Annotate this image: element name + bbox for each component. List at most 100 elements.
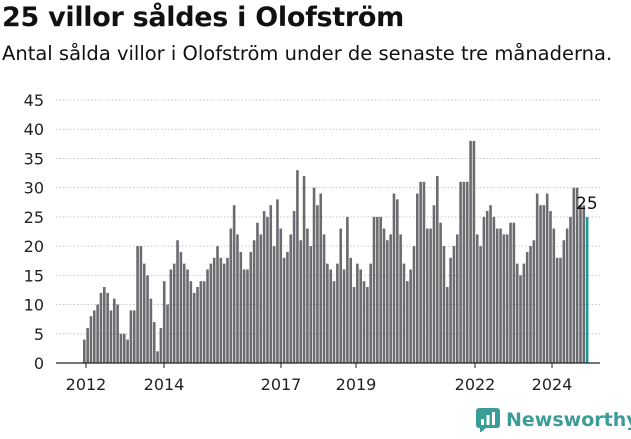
bar (216, 246, 219, 363)
bar (272, 246, 276, 363)
y-tick-label: 15 (24, 266, 44, 285)
bar (435, 175, 439, 363)
bar (399, 234, 402, 363)
bar (219, 257, 223, 363)
axes: 0 5 10 15 20 25 30 35 40 45 2012 2014 2017 2019 2022 20… (24, 91, 600, 394)
bar (449, 257, 452, 363)
bar (499, 228, 502, 363)
bar (232, 205, 236, 363)
bar (299, 240, 303, 363)
bar (569, 216, 572, 363)
bar (202, 281, 206, 363)
bar (346, 216, 349, 363)
bar (532, 240, 536, 363)
bar (116, 304, 119, 363)
y-tick-label: 20 (24, 237, 44, 256)
bar (565, 228, 569, 363)
bar (152, 322, 156, 363)
bar (396, 199, 399, 363)
bar (332, 281, 336, 363)
bar (552, 228, 556, 363)
y-tick-label: 25 (24, 208, 44, 227)
bar (455, 234, 459, 363)
bar (252, 240, 256, 363)
bar (296, 170, 299, 363)
y-tick-label: 10 (24, 296, 44, 315)
bar (359, 269, 362, 363)
bar (142, 263, 146, 363)
bar (559, 257, 562, 363)
bar (485, 211, 489, 363)
bar (206, 269, 209, 363)
bar (489, 205, 492, 363)
bar (376, 216, 379, 363)
bar (109, 310, 113, 363)
bar (492, 216, 496, 363)
bar (212, 257, 216, 363)
bar (535, 193, 539, 363)
bar (475, 234, 479, 363)
bar (482, 216, 486, 363)
bar (186, 269, 189, 363)
bar (129, 310, 133, 363)
bar (425, 228, 429, 363)
bar (279, 228, 283, 363)
bar (189, 281, 193, 363)
bar (89, 316, 93, 363)
bar (246, 269, 249, 363)
y-tick-label: 30 (24, 179, 44, 198)
bar (86, 327, 89, 363)
bar (192, 292, 196, 363)
newsworthy-logo-icon (476, 408, 500, 432)
y-tick-label: 0 (34, 354, 44, 373)
bar (545, 193, 549, 363)
bar (289, 234, 293, 363)
bar (266, 216, 269, 363)
bar (249, 251, 253, 363)
bar (282, 257, 286, 363)
bar (509, 222, 512, 363)
bar (312, 187, 316, 363)
bar (119, 333, 123, 363)
bar (369, 263, 372, 363)
bar (166, 304, 169, 363)
bar (306, 228, 309, 363)
bar (106, 292, 109, 363)
bar (226, 257, 229, 363)
bar (156, 351, 159, 363)
bar (389, 234, 392, 363)
x-tick-label: 2022 (455, 375, 496, 394)
bar (316, 205, 319, 363)
bar (452, 246, 456, 363)
bar (269, 205, 273, 363)
bar (83, 339, 86, 363)
brand-name: Newsworthy (506, 409, 631, 431)
bar (542, 205, 546, 363)
bar (469, 140, 472, 363)
y-tick-label: 5 (34, 325, 44, 344)
bar (302, 175, 306, 363)
bar (122, 333, 126, 363)
bar (406, 281, 409, 363)
newsworthy-logo[interactable]: Newsworthy (476, 408, 631, 432)
bar (322, 234, 326, 363)
x-tick-label: 2024 (532, 375, 573, 394)
bar (149, 298, 153, 363)
bar (319, 193, 323, 363)
bar (522, 263, 526, 363)
bar (519, 275, 522, 363)
bar (366, 287, 369, 363)
bar (529, 246, 532, 363)
bar (292, 211, 296, 363)
bar (525, 251, 529, 363)
bar (112, 298, 116, 363)
bars (83, 140, 589, 363)
bar (549, 211, 552, 363)
bar (239, 251, 243, 363)
bar (462, 181, 466, 363)
bar (309, 246, 313, 363)
bar (579, 205, 582, 363)
bar (99, 292, 103, 363)
bar (422, 181, 426, 363)
